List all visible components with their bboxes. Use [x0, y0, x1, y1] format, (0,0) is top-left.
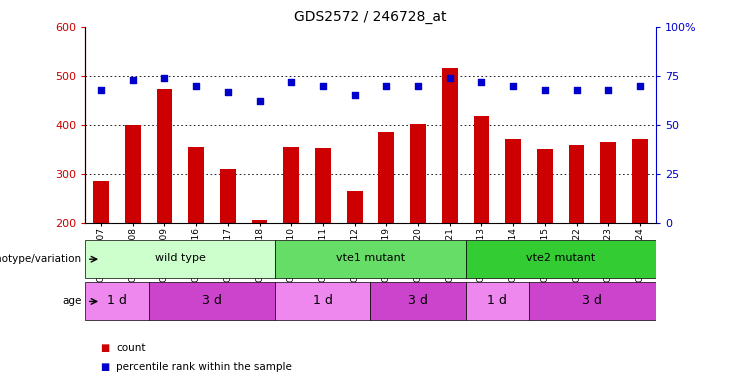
Point [253, 98, 265, 104]
Text: percentile rank within the sample: percentile rank within the sample [116, 362, 292, 372]
Point [634, 83, 646, 89]
Text: vte1 mutant: vte1 mutant [336, 253, 405, 263]
Point [190, 83, 202, 89]
Point [317, 83, 329, 89]
Bar [379, 132, 394, 223]
Bar [465, 283, 529, 320]
Point [127, 77, 139, 83]
Point [285, 79, 297, 85]
Bar [188, 147, 204, 223]
Bar [93, 181, 109, 223]
Bar [600, 142, 617, 223]
Point [159, 75, 170, 81]
Bar [124, 125, 141, 223]
Text: wild type: wild type [155, 253, 206, 263]
Bar [252, 220, 268, 223]
Point [412, 83, 424, 89]
Bar [529, 283, 656, 320]
Point [349, 92, 361, 98]
Point [571, 86, 582, 93]
Bar [276, 283, 370, 320]
Bar [410, 124, 426, 223]
Point [507, 83, 519, 89]
Point [539, 86, 551, 93]
Text: count: count [116, 343, 146, 353]
Text: 3 d: 3 d [202, 294, 222, 307]
Point [444, 75, 456, 81]
Text: 1 d: 1 d [488, 294, 508, 307]
Bar [568, 146, 585, 223]
Point [222, 88, 233, 94]
Text: 3 d: 3 d [408, 294, 428, 307]
Bar [473, 116, 489, 223]
Bar [442, 68, 458, 223]
Bar [85, 240, 276, 278]
Text: 3 d: 3 d [582, 294, 602, 307]
Point [602, 86, 614, 93]
Bar [370, 283, 465, 320]
Bar [276, 240, 465, 278]
Bar [465, 240, 656, 278]
Bar [315, 148, 331, 223]
Bar [537, 149, 553, 223]
Text: age: age [62, 296, 82, 306]
Title: GDS2572 / 246728_at: GDS2572 / 246728_at [294, 10, 447, 25]
Bar [85, 283, 149, 320]
Bar [632, 139, 648, 223]
Text: ■: ■ [100, 343, 109, 353]
Text: genotype/variation: genotype/variation [0, 254, 82, 264]
Point [476, 79, 488, 85]
Bar [156, 89, 173, 223]
Point [95, 86, 107, 93]
Bar [505, 139, 521, 223]
Text: vte2 mutant: vte2 mutant [526, 253, 595, 263]
Bar [220, 169, 236, 223]
Point [380, 83, 392, 89]
Bar [149, 283, 276, 320]
Text: 1 d: 1 d [107, 294, 127, 307]
Text: ■: ■ [100, 362, 109, 372]
Bar [347, 191, 362, 223]
Bar [283, 147, 299, 223]
Text: 1 d: 1 d [313, 294, 333, 307]
